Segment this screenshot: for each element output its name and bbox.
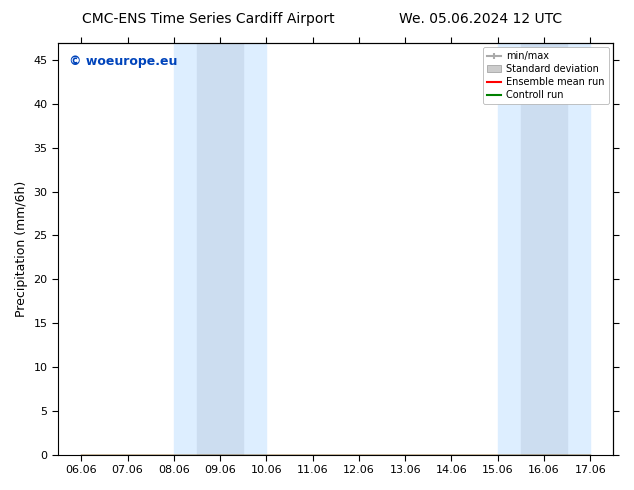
Y-axis label: Precipitation (mm/6h): Precipitation (mm/6h) [15,180,28,317]
Text: © woeurope.eu: © woeurope.eu [69,55,178,68]
Text: We. 05.06.2024 12 UTC: We. 05.06.2024 12 UTC [399,12,562,26]
Legend: min/max, Standard deviation, Ensemble mean run, Controll run: min/max, Standard deviation, Ensemble me… [483,48,609,104]
Bar [498,43,590,455]
Text: CMC-ENS Time Series Cardiff Airport: CMC-ENS Time Series Cardiff Airport [82,12,335,26]
Bar [174,43,266,455]
Bar [197,43,243,455]
Bar [521,43,567,455]
